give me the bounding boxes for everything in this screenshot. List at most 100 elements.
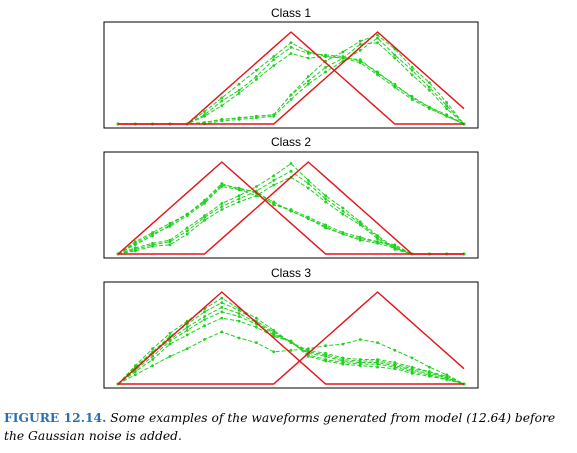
example-waveform-point [169, 243, 172, 246]
example-waveform-point [393, 243, 396, 246]
plot-area [117, 292, 466, 385]
example-waveform-point [186, 326, 189, 329]
example-waveform-point [203, 324, 206, 327]
example-waveform-point [342, 233, 345, 236]
example-waveform-point [134, 373, 137, 376]
example-waveform-point [255, 69, 258, 72]
example-waveform-point [220, 100, 223, 103]
example-waveform-point [272, 179, 275, 182]
example-waveform-point [255, 185, 258, 188]
example-waveform-point [359, 49, 362, 52]
example-waveform-point [203, 219, 206, 222]
panel-title: Class 3 [271, 266, 311, 280]
example-waveform-point [359, 40, 362, 43]
example-waveform-point [359, 43, 362, 46]
example-waveform-point [376, 37, 379, 40]
example-waveform-point [220, 182, 223, 185]
example-waveform-point [307, 179, 310, 182]
example-waveform-point [255, 317, 258, 320]
example-waveform-point [342, 210, 345, 213]
example-waveform-point [359, 58, 362, 61]
example-waveform-point [307, 83, 310, 86]
example-waveform-point [238, 188, 241, 191]
example-waveform-point [255, 75, 258, 78]
example-waveform-point [203, 110, 206, 113]
panel-title: Class 2 [271, 135, 311, 149]
example-waveform-point [186, 347, 189, 350]
example-waveform-point [238, 337, 241, 340]
example-waveform-point [342, 207, 345, 210]
example-waveform-point [255, 78, 258, 81]
example-waveform-point [445, 101, 448, 104]
example-waveform-point [238, 309, 241, 312]
example-waveform-point [186, 329, 189, 332]
example-waveform-point [359, 239, 362, 242]
example-waveform-point [307, 75, 310, 78]
example-waveform-point [376, 237, 379, 240]
example-waveform-point [203, 199, 206, 202]
example-waveform-point [203, 318, 206, 321]
example-waveform-point [342, 213, 345, 216]
example-waveform-point [428, 366, 431, 369]
example-waveform-point [428, 86, 431, 89]
example-waveform-point [238, 197, 241, 200]
figure-label: FIGURE 12.14. [4, 410, 106, 425]
example-waveform-point [151, 358, 154, 361]
plot-area [117, 162, 466, 255]
example-waveform-point [203, 115, 206, 118]
example-waveform-point [203, 202, 206, 205]
example-waveform-point [169, 340, 172, 343]
example-waveform-point [134, 370, 137, 373]
example-waveform-point [238, 194, 241, 197]
example-waveform-point [220, 104, 223, 107]
example-waveform-point [290, 46, 293, 49]
example-waveform-point [324, 224, 327, 227]
example-waveform-point [220, 297, 223, 300]
example-waveform-point [376, 366, 379, 369]
example-waveform-point [151, 234, 154, 237]
example-waveform-point [238, 201, 241, 204]
example-waveform-point [290, 349, 293, 352]
example-waveform-point [324, 66, 327, 69]
example-waveform-point [445, 104, 448, 107]
example-waveform-point [324, 227, 327, 230]
example-waveform-point [393, 54, 396, 57]
example-waveform-point [290, 94, 293, 97]
example-waveform-point [411, 74, 414, 77]
example-waveform-line [118, 38, 464, 124]
example-waveform-point [169, 355, 172, 358]
example-waveform-point [411, 66, 414, 69]
example-waveform-point [307, 182, 310, 185]
example-waveform-point [307, 347, 310, 350]
example-waveform-point [411, 69, 414, 72]
example-waveform-point [324, 71, 327, 74]
example-waveform-point [238, 312, 241, 315]
example-waveform-point [393, 83, 396, 86]
example-waveform-point [272, 58, 275, 61]
example-waveform-point [203, 216, 206, 219]
example-waveform-point [272, 113, 275, 116]
example-waveform-point [324, 197, 327, 200]
example-waveform-point [428, 89, 431, 92]
example-waveform-point [290, 170, 293, 173]
example-waveform-point [393, 367, 396, 370]
example-waveform-point [324, 55, 327, 58]
panel-title: Class 1 [271, 6, 311, 20]
example-waveform-point [203, 315, 206, 318]
example-waveform-point [272, 174, 275, 177]
example-waveform-point [203, 338, 206, 341]
plot-frame [104, 22, 478, 128]
example-waveform-point [428, 81, 431, 84]
example-waveform-point [342, 57, 345, 60]
example-waveform-point [186, 334, 189, 337]
example-waveform-point [220, 185, 223, 188]
example-waveform-point [324, 360, 327, 363]
example-waveform-point [307, 52, 310, 55]
plot-area [117, 32, 466, 125]
example-waveform-point [186, 233, 189, 236]
example-waveform-point [220, 118, 223, 121]
example-waveform-point [324, 355, 327, 358]
example-waveform-point [238, 89, 241, 92]
example-waveform-point [151, 245, 154, 248]
example-waveform-point [220, 331, 223, 334]
